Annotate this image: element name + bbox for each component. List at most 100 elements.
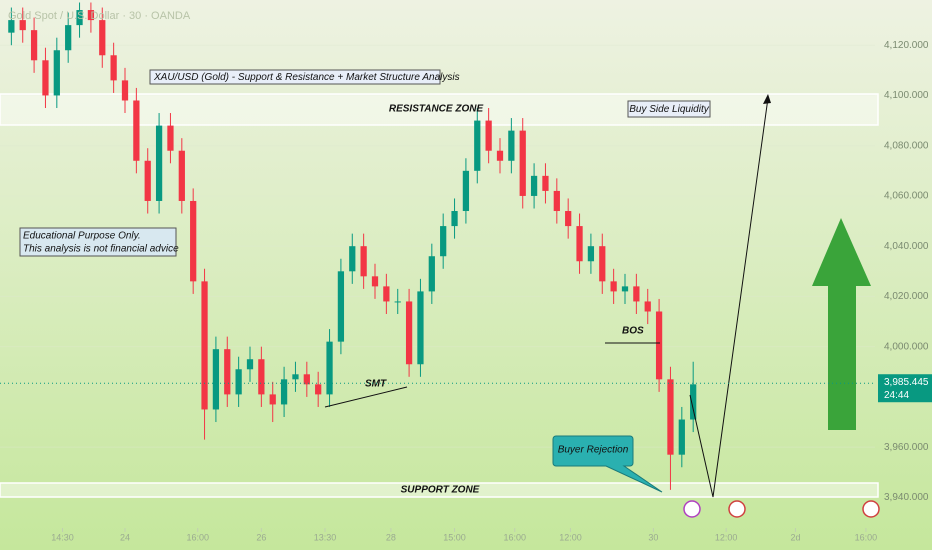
candle-body <box>167 125 174 151</box>
candle-body <box>417 291 424 365</box>
y-tick-label: 4,120.000 <box>884 40 929 51</box>
candle-body <box>87 10 95 21</box>
x-tick-label: 15:00 <box>443 532 466 542</box>
event-icon <box>728 500 746 518</box>
candle-body <box>53 50 60 96</box>
candle-body <box>496 150 504 161</box>
candle-body <box>485 120 492 151</box>
candle-body <box>371 276 379 287</box>
y-tick-label: 4,020.000 <box>884 291 929 302</box>
candle-body <box>99 20 106 56</box>
x-tick-label: 28 <box>386 532 396 542</box>
candle-body <box>303 374 310 385</box>
candle-body <box>451 211 458 227</box>
smt-label: SMT <box>365 379 387 390</box>
candle-body <box>178 150 185 201</box>
candle-body <box>19 20 26 31</box>
candle-body <box>349 246 356 272</box>
event-icon <box>862 500 880 518</box>
candle-body <box>633 286 640 302</box>
support-zone <box>0 482 879 498</box>
candle-body <box>667 379 674 455</box>
candle-body <box>644 301 651 312</box>
y-tick-label: 3,940.000 <box>884 492 929 503</box>
projection-arrowhead <box>763 94 771 104</box>
x-tick-label: 12:00 <box>715 532 738 542</box>
candle-body <box>599 246 606 282</box>
up-arrow <box>812 218 871 430</box>
candle-body <box>326 341 333 395</box>
candle-body <box>235 369 242 395</box>
candle-body <box>428 256 435 292</box>
candle-body <box>292 374 299 380</box>
candle-body <box>110 55 117 81</box>
liquidity-box <box>627 100 711 118</box>
candle-body <box>246 359 254 370</box>
x-tick-label: 14:30 <box>51 532 74 542</box>
price-tag-value: 3,985.445 <box>884 377 929 388</box>
heading-box <box>149 69 441 85</box>
disclaimer-line: Educational Purpose Only. <box>23 231 141 242</box>
x-tick-label: 16:00 <box>855 532 878 542</box>
candle-body <box>678 419 685 455</box>
event-icon <box>683 500 701 518</box>
rejection-text: Buyer Rejection <box>558 445 629 456</box>
candle-body <box>144 160 151 201</box>
liquidity-text: Buy Side Liquidity <box>629 104 709 115</box>
candle-body <box>621 286 629 292</box>
y-tick-label: 4,080.000 <box>884 140 929 151</box>
disclaimer-box <box>19 227 177 257</box>
resistance-zone <box>0 93 879 126</box>
x-tick-label: 12:00 <box>559 532 582 542</box>
candle-body <box>576 226 583 262</box>
candle-body <box>269 394 276 405</box>
candle-body <box>440 226 447 257</box>
candle-body <box>155 125 163 201</box>
x-tick-label: 26 <box>256 532 266 542</box>
resistance-label: RESISTANCE ZONE <box>389 104 484 115</box>
candle-body <box>394 301 401 303</box>
smt-line <box>324 386 408 408</box>
y-tick-label: 4,040.000 <box>884 241 929 252</box>
candle-body <box>508 130 515 161</box>
candle-body <box>565 211 572 227</box>
price-tag <box>878 374 932 403</box>
x-tick-label: 2d <box>790 532 800 542</box>
x-tick-label: 13:30 <box>314 532 337 542</box>
candle-body <box>65 25 72 51</box>
projection-path <box>689 97 769 498</box>
candle-body <box>42 60 49 96</box>
candle-body <box>8 20 15 33</box>
y-tick-label: 4,100.000 <box>884 90 929 101</box>
candle-body <box>655 311 663 380</box>
chart-title: Gold Spot / U.S. Dollar · 30 · OANDA <box>8 10 191 22</box>
candle-body <box>224 349 231 395</box>
disclaimer-line: This analysis is not financial advice <box>23 244 179 255</box>
candle-body <box>190 200 197 282</box>
candle-body <box>462 170 470 212</box>
bos-label: BOS <box>622 326 644 337</box>
heading-text: XAU/USD (Gold) - Support & Resistance + … <box>153 72 460 83</box>
y-tick-label: 3,960.000 <box>884 442 929 453</box>
candle-body <box>337 271 345 342</box>
y-tick-label: 4,000.000 <box>884 341 929 352</box>
x-tick-label: 24 <box>120 532 130 542</box>
candle-body <box>610 281 617 292</box>
candle-body <box>315 384 322 395</box>
candle-body <box>383 286 390 302</box>
y-tick-label: 4,060.000 <box>884 191 929 202</box>
candle-body <box>280 379 288 405</box>
candle-body <box>121 80 129 101</box>
candle-body <box>690 384 697 420</box>
rejection-callout <box>552 435 663 493</box>
candle-body <box>201 281 208 410</box>
candle-body <box>258 359 265 395</box>
candle-body <box>76 10 83 26</box>
x-tick-label: 16:00 <box>504 532 527 542</box>
candle-body <box>30 30 38 61</box>
candle-body <box>519 130 526 196</box>
x-tick-label: 30 <box>648 532 658 542</box>
candle-body <box>542 175 549 191</box>
candle-body <box>212 349 220 410</box>
